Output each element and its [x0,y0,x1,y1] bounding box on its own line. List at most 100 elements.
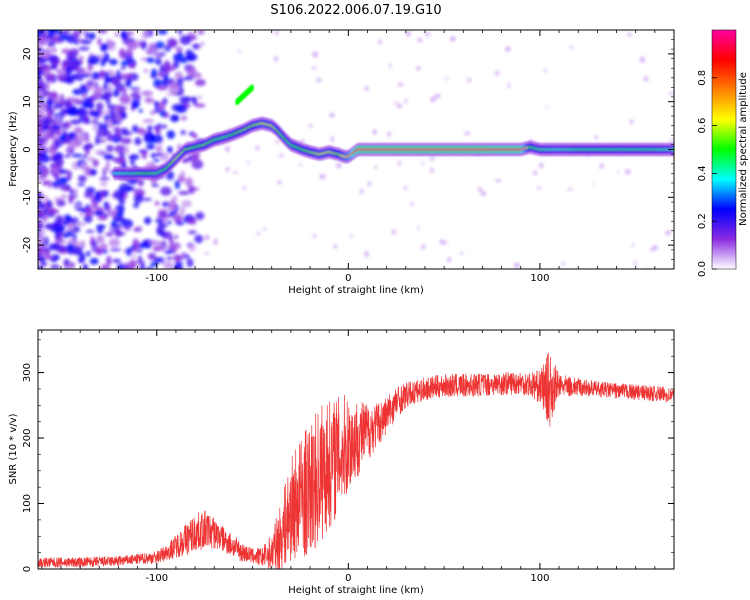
noise-blob [53,184,60,189]
noise-blob [154,201,160,206]
noise-blob [87,81,93,86]
noise-blob [180,205,185,216]
noise-blob [169,241,181,250]
x-tick-label: 100 [530,573,549,584]
noise-blob [187,230,197,235]
noise-blob [69,119,82,125]
noise-blob [87,55,100,65]
noise-blob [147,252,157,261]
noise-blob [180,115,188,121]
noise-blob [61,122,69,129]
noise-blob [71,153,83,158]
noise-blob [83,154,88,159]
noise-blob [95,235,105,245]
noise-blob [124,145,130,155]
noise-blob [72,30,81,39]
noise-blob [118,48,126,59]
noise-speck [160,260,166,265]
noise-speck [417,226,420,230]
spectrogram-ylabel: Frequency (Hz) [8,111,19,187]
noise-speck [162,219,167,226]
noise-speck [336,163,342,169]
noise-speck [643,76,649,82]
snr-axes: -100 0 100 0 100 200 300 [22,330,675,584]
colorbar-label: Normalized spectral amplitude [738,72,749,226]
noise-blob [47,40,56,48]
noise-blob [156,225,165,236]
noise-blob [93,211,104,216]
noise-blob [38,174,48,178]
noise-blob [79,212,84,217]
noise-blob [141,30,149,40]
noise-speck [197,95,202,100]
noise-blob [126,30,135,36]
noise-blob [83,264,89,269]
noise-blob [81,74,91,78]
colorbar: 0.0 0.2 0.4 0.6 0.8 Normalized spectral ampl… [697,29,749,277]
noise-blob [132,238,140,249]
noise-blob [64,214,72,221]
noise-blob [65,99,72,109]
noise-blob [143,216,152,225]
noise-blob [61,194,68,199]
noise-blob [136,95,142,101]
noise-blob [186,258,194,268]
noise-blob [51,258,57,262]
noise-blob [133,227,143,232]
noise-blob [179,96,190,104]
noise-blob [100,44,108,53]
noise-blob [144,97,154,104]
noise-blob [56,73,68,80]
noise-speck [313,233,316,239]
noise-blob [119,94,131,104]
noise-speck [466,78,472,82]
noise-speck [561,262,566,266]
noise-blob [53,173,59,180]
noise-speck [197,44,201,48]
noise-speck [464,131,471,136]
noise-blob [154,107,161,114]
noise-blob [39,261,48,267]
noise-blob [197,30,205,36]
noise-blob [188,217,197,225]
colorbar-tick-label: 0.0 [697,261,708,277]
noise-speck [639,56,645,63]
noise-blob [68,62,80,71]
noise-blob [84,207,95,217]
noise-blob [161,201,170,208]
noise-blob [152,158,160,163]
noise-blob [137,178,145,187]
noise-blob [73,126,83,134]
noise-blob [66,52,73,58]
noise-blob [56,199,66,207]
noise-blob [48,54,60,65]
noise-blob [106,255,112,266]
noise-blob [44,81,50,91]
noise-speck [311,66,317,70]
snr-content [38,352,674,569]
snr-panel: -100 0 100 0 100 200 300 Height of straight li… [8,329,675,596]
noise-blob [121,219,134,229]
noise-blob [152,245,162,252]
noise-blob [185,49,194,57]
noise-blob [192,133,198,140]
noise-blob [55,177,67,187]
noise-blob [63,154,71,158]
noise-blob [66,169,73,180]
noise-speck [533,170,538,176]
noise-speck [539,162,544,169]
noise-blob [101,189,109,198]
noise-blob [88,32,96,40]
noise-blob [160,243,166,253]
noise-blob [47,49,54,54]
noise-blob [168,78,175,82]
noise-speck [507,82,511,89]
noise-speck [594,135,599,139]
noise-blob [94,94,102,98]
noise-speck [388,63,392,68]
noise-blob [155,125,161,136]
noise-speck [387,131,391,137]
noise-blob [143,132,151,141]
noise-blob [55,68,67,74]
